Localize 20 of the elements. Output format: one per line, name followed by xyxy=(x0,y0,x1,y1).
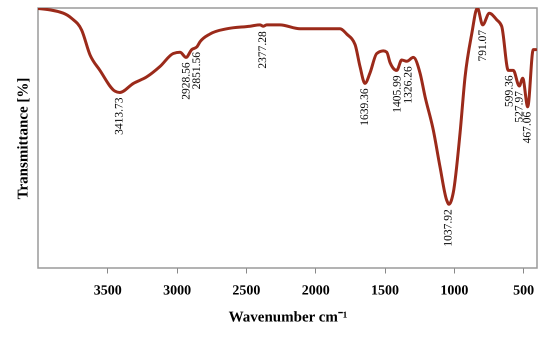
annotation: 791.07 xyxy=(476,30,489,62)
x-axis-title: Wavenumber cm⁻¹ xyxy=(228,310,348,326)
x-tick-label: 3000 xyxy=(163,284,192,298)
annotation: 467.06 xyxy=(522,112,534,144)
annotation: 1405.99 xyxy=(392,75,404,113)
annotation: 1639.36 xyxy=(359,88,372,126)
x-tick-label: 2500 xyxy=(232,284,260,298)
x-tick-label: 3500 xyxy=(94,284,122,298)
y-axis-title: Transmittance [%] xyxy=(16,78,32,200)
x-tick-label: 1500 xyxy=(371,284,400,298)
x-tick-label: 1000 xyxy=(440,284,468,298)
x-tick-label: 2000 xyxy=(302,284,330,298)
annotation: 2377.28 xyxy=(256,30,269,69)
annotation: 2928.56 xyxy=(180,62,193,100)
annotation: 1326.26 xyxy=(402,66,415,104)
annotation: 3413.73 xyxy=(113,97,126,135)
x-tick-label: 500 xyxy=(513,284,534,298)
annotation: 1037.92 xyxy=(442,209,455,247)
annotation: 2851.56 xyxy=(191,52,204,90)
annotation: 599.36 xyxy=(503,75,516,108)
